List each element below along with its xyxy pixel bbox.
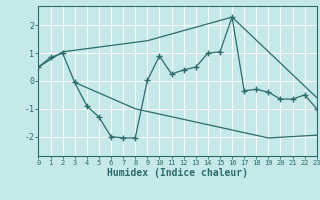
X-axis label: Humidex (Indice chaleur): Humidex (Indice chaleur) (107, 168, 248, 178)
